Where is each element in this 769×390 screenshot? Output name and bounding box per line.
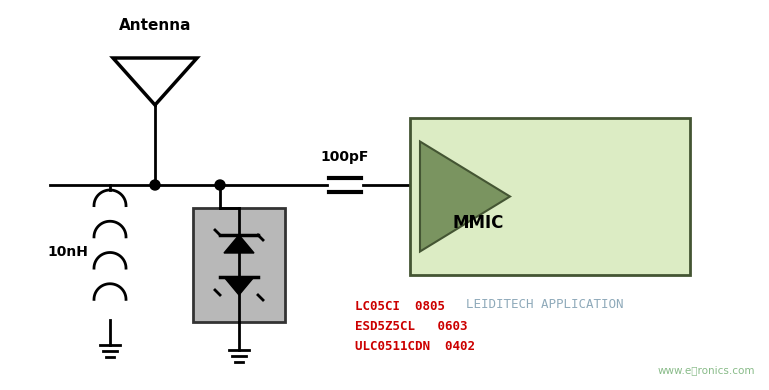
Circle shape [215, 180, 225, 190]
Text: 10nH: 10nH [47, 245, 88, 259]
Circle shape [150, 180, 160, 190]
Text: LEIDITECH APPLICATION: LEIDITECH APPLICATION [466, 298, 624, 311]
Polygon shape [113, 58, 197, 105]
Polygon shape [224, 277, 254, 295]
Bar [410, 118, 690, 275]
Text: MMIC: MMIC [453, 215, 504, 232]
Polygon shape [420, 142, 510, 252]
Text: Antenna: Antenna [118, 18, 191, 33]
Text: LC05CI  0805: LC05CI 0805 [355, 300, 445, 313]
Text: ULC0511CDN  0402: ULC0511CDN 0402 [355, 340, 475, 353]
Text: 100pF: 100pF [321, 150, 369, 164]
Polygon shape [224, 235, 254, 253]
Text: ESD5Z5CL   0603: ESD5Z5CL 0603 [355, 320, 468, 333]
Text: www.eロronics.com: www.eロronics.com [657, 365, 755, 375]
Bar [193, 208, 285, 322]
